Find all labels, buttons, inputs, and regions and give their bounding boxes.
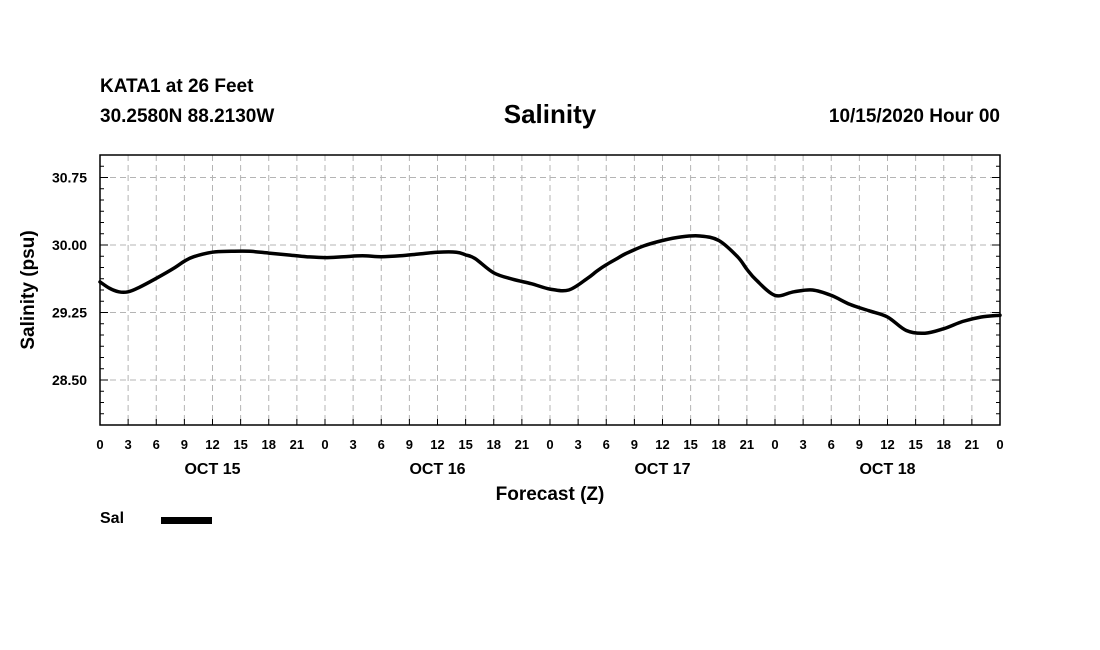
x-tick-label: 21	[740, 437, 754, 452]
x-tick-label: 9	[631, 437, 638, 452]
x-tick-label: 9	[406, 437, 413, 452]
x-tick-label: 3	[575, 437, 582, 452]
x-tick-label: 3	[125, 437, 132, 452]
day-label: OCT 17	[634, 461, 690, 478]
x-tick-label: 6	[378, 437, 385, 452]
x-tick-label: 0	[996, 437, 1003, 452]
legend-swatch	[161, 517, 212, 524]
chart-title: Salinity	[503, 99, 597, 129]
x-tick-label: 0	[771, 437, 778, 452]
x-tick-label: 15	[458, 437, 472, 452]
day-labels: OCT 15 OCT 16 OCT 17 OCT 18	[184, 461, 915, 478]
x-tick-label: 12	[655, 437, 669, 452]
x-tick-label: 15	[683, 437, 697, 452]
x-tick-label: 18	[262, 437, 276, 452]
day-label: OCT 16	[409, 461, 465, 478]
forecast-datetime: 10/15/2020 Hour 00	[828, 106, 1000, 127]
x-tick-label: 0	[546, 437, 553, 452]
x-tick-label: 12	[430, 437, 444, 452]
x-tick-label: 9	[856, 437, 863, 452]
y-tick-label: 28.50	[52, 372, 87, 388]
station-name: KATA1 at 26 Feet	[100, 76, 254, 97]
grid-lines	[100, 155, 1000, 425]
x-tick-label: 12	[880, 437, 894, 452]
x-tick-label: 0	[96, 437, 103, 452]
x-tick-label: 6	[828, 437, 835, 452]
x-tick-label: 18	[487, 437, 501, 452]
x-tick-label: 9	[181, 437, 188, 452]
x-tick-label: 21	[515, 437, 529, 452]
x-tick-label: 21	[290, 437, 304, 452]
x-tick-label: 15	[908, 437, 922, 452]
x-axis-label: Forecast (Z)	[496, 484, 605, 505]
x-tick-label: 3	[800, 437, 807, 452]
y-axis-label: Salinity (psu)	[18, 230, 39, 349]
y-tick-label: 29.25	[52, 305, 87, 321]
legend-label: Sal	[100, 510, 125, 527]
y-axis-ticks: 28.50 29.25 30.00 30.75	[52, 170, 1000, 388]
y-tick-label: 30.00	[52, 237, 87, 253]
x-tick-label: 6	[603, 437, 610, 452]
x-tick-label: 18	[712, 437, 726, 452]
x-axis-ticks: 0 3 6 9 12 15 18 21 0 3 6 9 12 15 18 21 0 3 6 9 12 15 18 21 0 3 6 9…	[96, 419, 1004, 452]
x-tick-label: 3	[350, 437, 357, 452]
series-line-sal	[98, 234, 1002, 336]
station-coordinates: 30.2580N 88.2130W	[100, 106, 275, 127]
day-label: OCT 18	[859, 461, 915, 478]
y-tick-label: 30.75	[52, 170, 87, 186]
x-tick-label: 21	[965, 437, 979, 452]
x-tick-label: 15	[233, 437, 247, 452]
x-tick-label: 6	[153, 437, 160, 452]
day-label: OCT 15	[184, 461, 240, 478]
x-tick-label: 18	[937, 437, 951, 452]
x-tick-label: 12	[205, 437, 219, 452]
series-layer	[98, 234, 1002, 336]
x-tick-label: 0	[321, 437, 328, 452]
